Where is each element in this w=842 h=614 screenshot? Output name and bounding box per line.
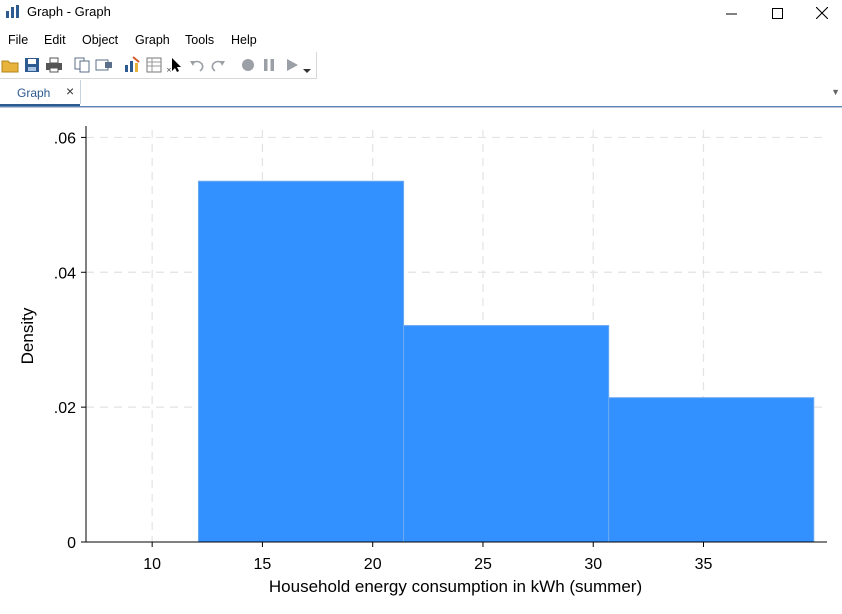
tab-close-icon[interactable]: × — [66, 83, 75, 99]
tab-graph[interactable]: Graph × — [0, 80, 81, 106]
open-icon[interactable] — [1, 56, 19, 74]
undo-icon[interactable] — [188, 56, 206, 74]
save-icon[interactable] — [23, 56, 41, 74]
graph-app-icon — [6, 5, 19, 18]
divider — [0, 107, 842, 108]
x-tick-label: 15 — [254, 556, 272, 573]
menu-edit[interactable]: Edit — [44, 33, 66, 47]
x-tick-label: 30 — [584, 556, 602, 573]
tab-list-dropdown-icon[interactable]: ▼ — [831, 87, 840, 97]
histogram-bar — [197, 180, 405, 543]
tab-bar: Graph × ▼ — [0, 80, 842, 108]
histogram-chart: 0 .02 .04 .06 10 15 20 25 30 35 Household energy c… — [18, 126, 827, 596]
menu-object[interactable]: Object — [82, 33, 119, 47]
window-title: Graph - Graph — [27, 4, 111, 19]
redo-icon[interactable] — [209, 56, 227, 74]
tab-label: Graph — [17, 86, 51, 100]
toolbar: × — [0, 52, 317, 79]
close-icon — [816, 7, 828, 19]
maximize-button[interactable] — [754, 0, 800, 26]
menu-help[interactable]: Help — [231, 33, 257, 47]
histogram-bar — [403, 325, 610, 543]
pause-icon[interactable] — [260, 56, 278, 74]
play-dropdown-icon[interactable] — [301, 56, 313, 74]
record-icon[interactable] — [239, 56, 257, 74]
x-tick-label: 25 — [474, 556, 492, 573]
svg-text:×: × — [166, 66, 172, 74]
y-tick-label: .04 — [54, 265, 76, 282]
y-tick-label: .06 — [54, 130, 76, 147]
pointer-icon[interactable]: × — [166, 56, 184, 74]
y-tick-label: 0 — [67, 535, 76, 552]
y-axis-label: Density — [18, 307, 37, 364]
minimize-icon — [725, 13, 737, 14]
rename-icon[interactable] — [95, 56, 113, 74]
copy-icon[interactable] — [73, 56, 91, 74]
menu-bar: File Edit Object Graph Tools Help — [0, 30, 842, 50]
x-axis-label: Household energy consumption in kWh (sum… — [269, 577, 642, 596]
x-tick-label: 10 — [143, 556, 161, 573]
maximize-icon — [771, 7, 783, 19]
print-icon[interactable] — [45, 56, 63, 74]
close-button[interactable] — [799, 0, 842, 26]
menu-tools[interactable]: Tools — [185, 33, 215, 47]
menu-graph[interactable]: Graph — [135, 33, 170, 47]
title-bar: Graph - Graph — [0, 0, 842, 26]
play-icon[interactable] — [283, 56, 301, 74]
minimize-button[interactable] — [708, 0, 754, 26]
data-editor-icon[interactable] — [145, 56, 163, 74]
y-tick-label: .02 — [54, 400, 76, 417]
x-tick-label: 20 — [364, 556, 382, 573]
x-tick-label: 35 — [695, 556, 713, 573]
graph-editor-icon[interactable] — [123, 56, 141, 74]
menu-file[interactable]: File — [8, 33, 29, 47]
tab-active-indicator — [0, 104, 80, 106]
histogram-bar — [608, 397, 815, 543]
